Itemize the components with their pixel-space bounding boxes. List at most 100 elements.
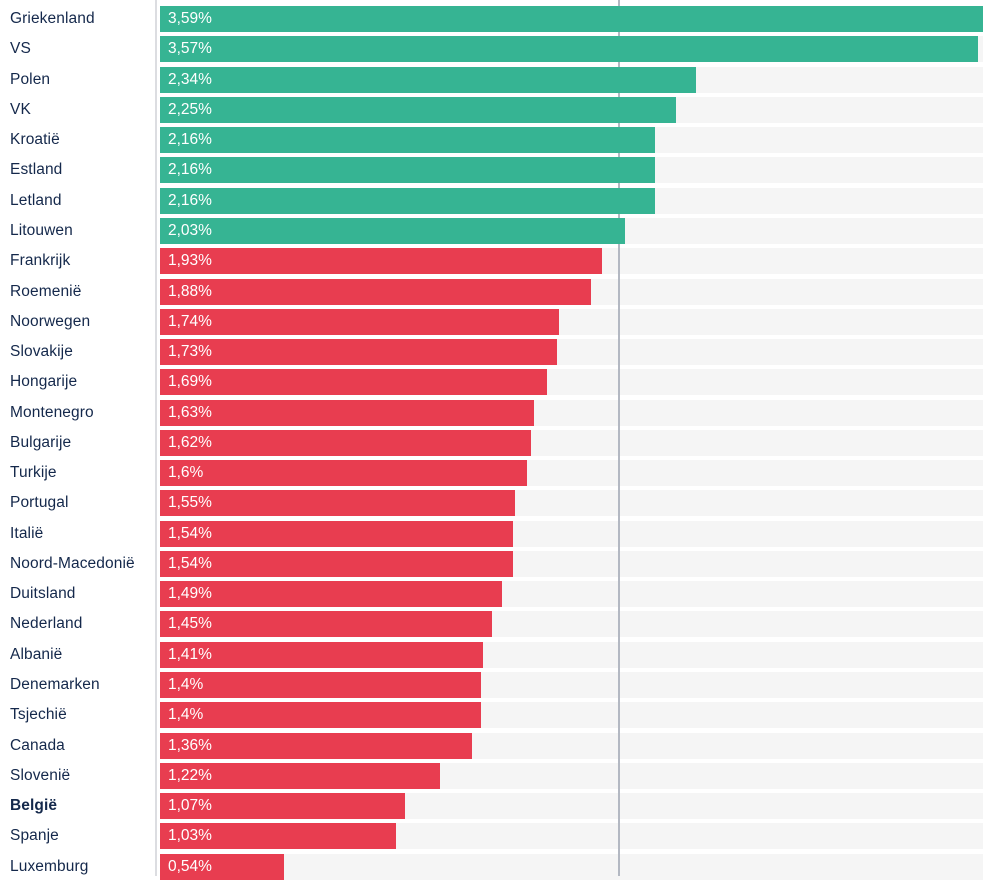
bar-value-label: 2,03% <box>168 221 212 239</box>
chart-row: Kroatië 2,16% <box>0 125 999 155</box>
value-bar[interactable]: 2,34% <box>160 66 697 93</box>
bar-value-label: 1,03% <box>168 827 212 845</box>
bar-track: 1,49% <box>160 581 983 608</box>
value-bar[interactable]: 1,54% <box>160 550 514 577</box>
value-bar[interactable]: 1,4% <box>160 671 481 698</box>
chart-row: VK 2,25% <box>0 95 999 125</box>
bar-track: 1,55% <box>160 490 983 517</box>
value-bar[interactable]: 1,4% <box>160 702 481 729</box>
bar-value-label: 1,41% <box>168 645 212 663</box>
value-bar[interactable]: 1,55% <box>160 490 516 517</box>
value-bar[interactable]: 1,36% <box>160 732 472 759</box>
chart-row: Letland 2,16% <box>0 186 999 216</box>
country-label: Noord-Macedonië <box>10 554 135 572</box>
bar-track: 2,34% <box>160 66 983 93</box>
country-label: Estland <box>10 161 63 179</box>
bar-value-label: 1,55% <box>168 494 212 512</box>
value-bar[interactable]: 3,59% <box>160 6 983 33</box>
country-label: Noorwegen <box>10 312 91 330</box>
country-label: Montenegro <box>10 403 94 421</box>
bar-track: 1,93% <box>160 248 983 275</box>
chart-row: Montenegro 1,63% <box>0 397 999 427</box>
country-label: Spanje <box>10 827 59 845</box>
value-bar[interactable]: 2,16% <box>160 187 656 214</box>
country-label: Albanië <box>10 645 63 663</box>
value-bar[interactable]: 1,03% <box>160 823 397 850</box>
value-bar[interactable]: 1,22% <box>160 762 440 789</box>
country-label: Roemenië <box>10 282 82 300</box>
value-bar[interactable]: 2,25% <box>160 96 676 123</box>
value-bar[interactable]: 2,16% <box>160 127 656 154</box>
chart-row: Nederland 1,45% <box>0 609 999 639</box>
bar-value-label: 3,59% <box>168 10 212 28</box>
value-bar[interactable]: 1,54% <box>160 520 514 547</box>
chart-row: Duitsland 1,49% <box>0 579 999 609</box>
bar-track: 2,03% <box>160 217 983 244</box>
country-label: Tsjechië <box>10 706 67 724</box>
chart-row: Frankrijk 1,93% <box>0 246 999 276</box>
value-bar[interactable]: 1,41% <box>160 641 484 668</box>
bar-track: 1,54% <box>160 550 983 577</box>
chart-row: België 1,07% <box>0 791 999 821</box>
country-label: Slovakije <box>10 343 73 361</box>
bar-track: 1,69% <box>160 369 983 396</box>
country-label: Letland <box>10 191 62 209</box>
value-bar[interactable]: 1,45% <box>160 611 493 638</box>
value-bar[interactable]: 1,63% <box>160 399 534 426</box>
chart-row: Polen 2,34% <box>0 65 999 95</box>
bar-value-label: 1,54% <box>168 554 212 572</box>
chart-row: Denemarken 1,4% <box>0 670 999 700</box>
bar-value-label: 2,25% <box>168 100 212 118</box>
bar-value-label: 1,36% <box>168 736 212 754</box>
value-bar[interactable]: 2,03% <box>160 217 626 244</box>
value-bar[interactable]: 3,57% <box>160 36 979 63</box>
chart-row: Slovenië 1,22% <box>0 761 999 791</box>
chart-row: Luxemburg 0,54% <box>0 851 999 881</box>
bar-track: 1,41% <box>160 641 983 668</box>
country-label: Canada <box>10 736 65 754</box>
bar-value-label: 2,16% <box>168 131 212 149</box>
chart-row: Roemenië 1,88% <box>0 276 999 306</box>
bar-track: 1,45% <box>160 611 983 638</box>
bar-track: 1,54% <box>160 520 983 547</box>
country-label: Bulgarije <box>10 433 72 451</box>
value-bar[interactable]: 1,88% <box>160 278 591 305</box>
chart-row: Noorwegen 1,74% <box>0 307 999 337</box>
bar-track: 3,57% <box>160 36 983 63</box>
bar-track: 1,36% <box>160 732 983 759</box>
country-label: Slovenië <box>10 766 71 784</box>
bar-track: 0,54% <box>160 853 983 880</box>
bar-track: 1,73% <box>160 339 983 366</box>
value-bar[interactable]: 1,69% <box>160 369 548 396</box>
bar-value-label: 1,4% <box>168 675 204 693</box>
chart-row: Portugal 1,55% <box>0 488 999 518</box>
value-bar[interactable]: 1,07% <box>160 793 406 820</box>
value-bar[interactable]: 1,74% <box>160 308 559 335</box>
bar-value-label: 1,73% <box>168 343 212 361</box>
chart-row: VS 3,57% <box>0 34 999 64</box>
value-bar[interactable]: 1,73% <box>160 339 557 366</box>
bar-track: 1,22% <box>160 762 983 789</box>
bar-track: 1,6% <box>160 460 983 487</box>
bar-track: 3,59% <box>160 6 983 33</box>
value-bar[interactable]: 1,49% <box>160 581 502 608</box>
country-label: Griekenland <box>10 10 95 28</box>
value-bar[interactable]: 1,93% <box>160 248 603 275</box>
value-bar[interactable]: 0,54% <box>160 853 284 880</box>
value-bar[interactable]: 2,16% <box>160 157 656 184</box>
bar-track: 1,62% <box>160 429 983 456</box>
chart-row: Estland 2,16% <box>0 155 999 185</box>
country-label: Kroatië <box>10 131 60 149</box>
chart-row: Spanje 1,03% <box>0 821 999 851</box>
bar-track: 1,88% <box>160 278 983 305</box>
value-bar[interactable]: 1,62% <box>160 429 532 456</box>
chart-row: Bulgarije 1,62% <box>0 428 999 458</box>
value-bar[interactable]: 1,6% <box>160 460 527 487</box>
bar-track: 2,25% <box>160 96 983 123</box>
bar-track: 1,03% <box>160 823 983 850</box>
country-label: Hongarije <box>10 373 78 391</box>
country-label: Italië <box>10 524 44 542</box>
bar-track: 2,16% <box>160 127 983 154</box>
bar-value-label: 2,16% <box>168 161 212 179</box>
